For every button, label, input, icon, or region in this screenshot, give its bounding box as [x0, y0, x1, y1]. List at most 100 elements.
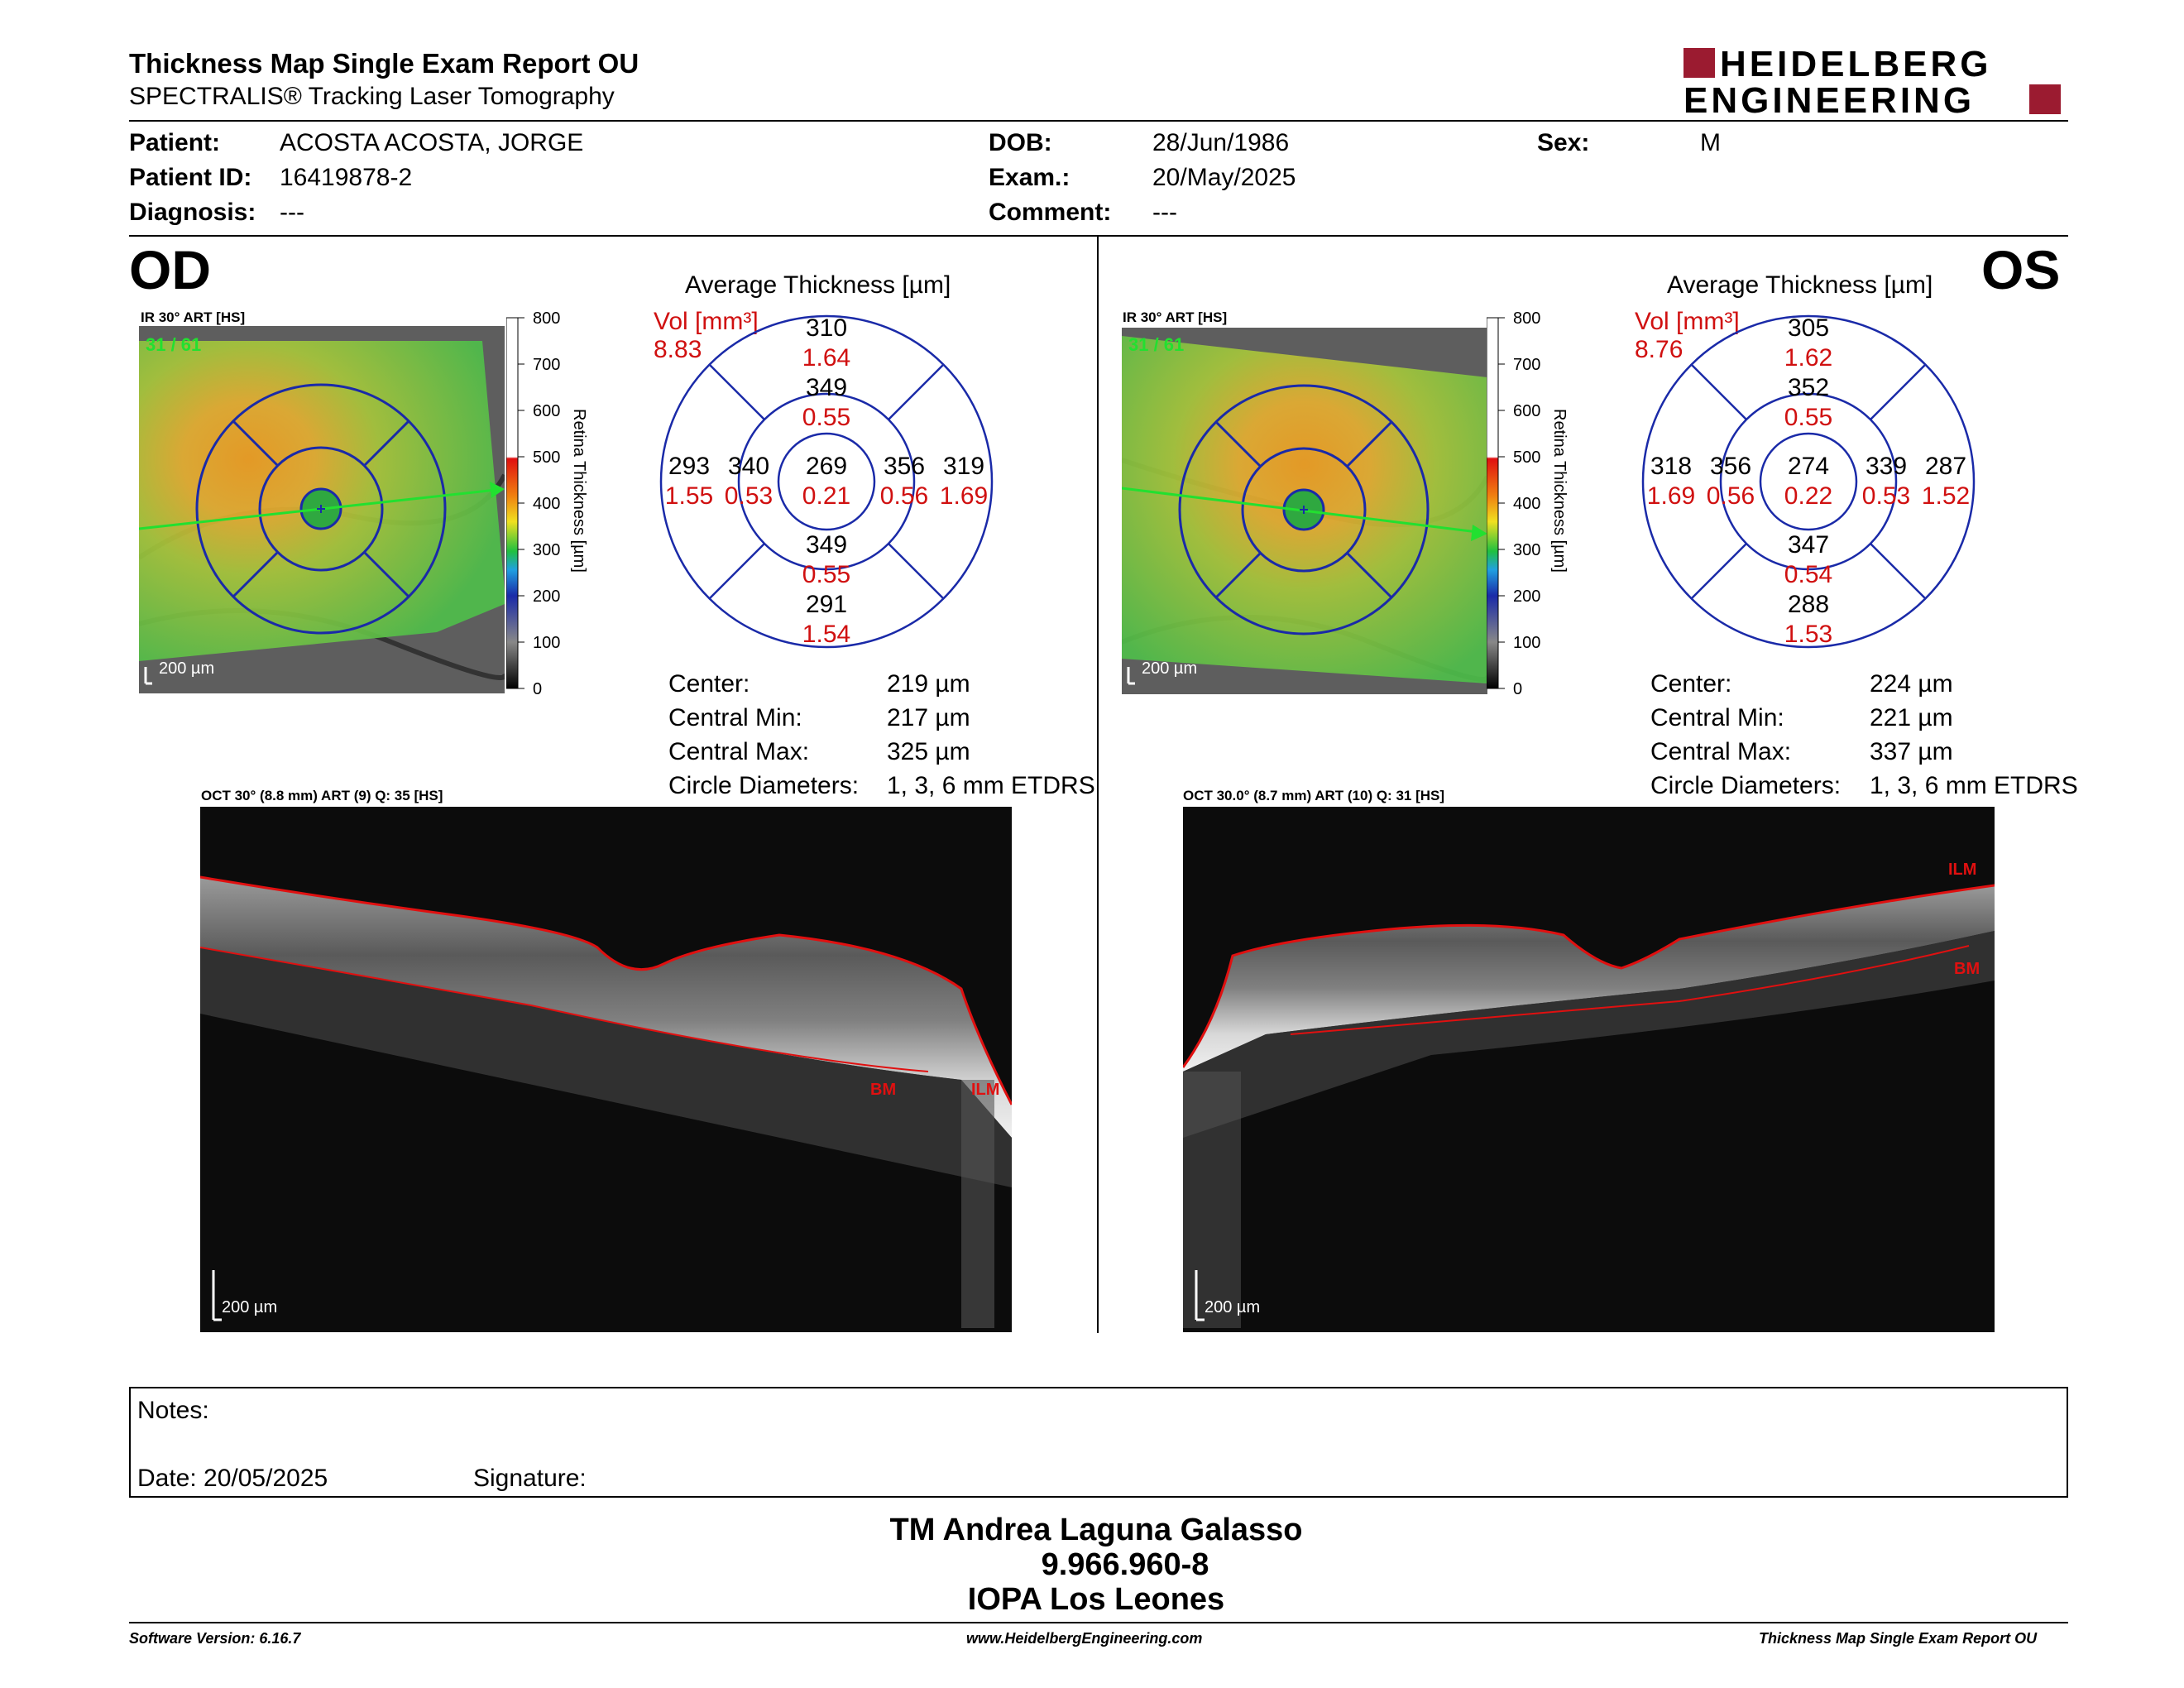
signature-name: TM Andrea Laguna Galasso: [889, 1513, 1303, 1547]
svg-text:500: 500: [1513, 448, 1540, 467]
svg-text:0.53: 0.53: [725, 482, 773, 510]
svg-text:291: 291: [806, 591, 847, 618]
od-ir-counter: 31 / 61: [146, 334, 201, 355]
svg-text:0.22: 0.22: [1784, 482, 1832, 510]
diagnosis-label: Diagnosis:: [129, 199, 256, 226]
signature-id: 9.966.960-8: [1041, 1547, 1209, 1582]
dob-value: 28/Jun/1986: [1152, 129, 1290, 156]
os-stat-center-label: Center:: [1650, 670, 1732, 698]
os-ir-counter: 31 / 61: [1128, 334, 1184, 355]
od-vol-value: 8.83: [654, 336, 702, 363]
report-title: Thickness Map Single Exam Report OU: [129, 48, 639, 79]
os-stat-max-label: Central Max:: [1650, 738, 1792, 765]
os-stat-diam-value: 1, 3, 6 mm ETDRS: [1870, 772, 2078, 799]
od-vol-label: Vol [mm³]: [654, 308, 759, 335]
svg-text:600: 600: [533, 402, 560, 420]
os-oct-scale: 200 µm: [1205, 1298, 1260, 1316]
svg-text:0.54: 0.54: [1784, 561, 1832, 588]
svg-text:340: 340: [728, 453, 769, 480]
od-stat-max-value: 325 µm: [887, 738, 970, 765]
svg-text:1.62: 1.62: [1784, 344, 1832, 372]
svg-text:318: 318: [1650, 453, 1692, 480]
svg-text:293: 293: [668, 453, 710, 480]
od-stat-diam-value: 1, 3, 6 mm ETDRS: [887, 772, 1095, 799]
sex-value: M: [1700, 129, 1721, 156]
od-stat-min-value: 217 µm: [887, 704, 970, 731]
logo-line2: ENGINEERING: [1684, 80, 1975, 117]
svg-text:300: 300: [533, 541, 560, 559]
od-etdrs-grid: 310 1.64 349 0.55 293 1.55 340 0.53 269 …: [659, 314, 994, 649]
svg-text:347: 347: [1788, 531, 1829, 559]
os-vol-label: Vol [mm³]: [1635, 308, 1740, 335]
exam-label: Exam.:: [989, 164, 1070, 191]
od-stat-max-label: Central Max:: [668, 738, 810, 765]
os-stat-max-value: 337 µm: [1870, 738, 1953, 765]
logo-line1: HEIDELBERG: [1720, 44, 1991, 84]
svg-text:339: 339: [1866, 453, 1907, 480]
od-thickness-map: 31 / 61 200 µm: [139, 326, 505, 693]
svg-text:1.69: 1.69: [1647, 482, 1695, 510]
svg-text:1.55: 1.55: [665, 482, 713, 510]
od-oct-bscan: BM ILM 200 µm: [200, 807, 1012, 1332]
os-avg-title: Average Thickness [µm]: [1667, 271, 1933, 299]
svg-text:700: 700: [1513, 356, 1540, 374]
comment-label: Comment:: [989, 199, 1112, 226]
svg-text:300: 300: [1513, 541, 1540, 559]
os-colorbar: 800 700 600 500 400 300 200 100 0 Retina…: [1487, 309, 1569, 698]
od-ilm-label: ILM: [971, 1081, 999, 1099]
notes-box[interactable]: Notes: Date: 20/05/2025 Signature:: [129, 1387, 2068, 1498]
sex-label: Sex:: [1537, 129, 1590, 156]
notes-label: Notes:: [137, 1397, 209, 1424]
od-stat-diam-label: Circle Diameters:: [668, 772, 860, 799]
svg-text:269: 269: [806, 453, 847, 480]
svg-text:1.54: 1.54: [802, 621, 850, 648]
os-map-scale: 200 µm: [1142, 659, 1197, 678]
svg-text:700: 700: [533, 356, 560, 374]
comment-value: ---: [1152, 199, 1177, 226]
svg-text:100: 100: [1513, 634, 1540, 652]
dob-label: DOB:: [989, 129, 1052, 156]
svg-text:349: 349: [806, 374, 847, 401]
svg-text:0.56: 0.56: [880, 482, 928, 510]
svg-text:400: 400: [533, 495, 560, 513]
diagnosis-value: ---: [280, 199, 304, 226]
svg-text:600: 600: [1513, 402, 1540, 420]
footer-software: Software Version: 6.16.7: [129, 1630, 301, 1647]
svg-text:1.53: 1.53: [1784, 621, 1832, 648]
svg-text:310: 310: [806, 314, 847, 342]
svg-text:0.56: 0.56: [1707, 482, 1755, 510]
svg-text:305: 305: [1788, 314, 1829, 342]
svg-text:0: 0: [1513, 680, 1522, 698]
footer-website[interactable]: www.HeidelbergEngineering.com: [966, 1630, 1203, 1647]
os-ilm-label: ILM: [1948, 861, 1976, 879]
od-oct-label: OCT 30° (8.8 mm) ART (9) Q: 35 [HS]: [201, 788, 443, 803]
heidelberg-logo: HEIDELBERG ENGINEERING: [1684, 44, 2061, 117]
os-etdrs-grid: 305 1.62 352 0.55 318 1.69 356 0.56 274 …: [1641, 314, 1976, 649]
os-thickness-map: 31 / 61 200 µm: [1122, 328, 1487, 694]
svg-text:0: 0: [533, 680, 542, 698]
os-stat-diam-label: Circle Diameters:: [1650, 772, 1842, 799]
os-vol-value: 8.76: [1635, 336, 1684, 363]
svg-text:0.55: 0.55: [1784, 404, 1832, 431]
od-stat-min-label: Central Min:: [668, 704, 802, 731]
svg-text:274: 274: [1788, 453, 1829, 480]
patient-name: ACOSTA ACOSTA, JORGE: [280, 129, 584, 156]
patient-id-label: Patient ID:: [129, 164, 252, 191]
svg-text:319: 319: [943, 453, 984, 480]
svg-text:356: 356: [884, 453, 925, 480]
svg-text:0.55: 0.55: [802, 404, 850, 431]
od-map-scale: 200 µm: [159, 659, 214, 678]
od-eye-label: OD: [129, 239, 211, 300]
svg-text:356: 356: [1710, 453, 1751, 480]
od-bm-label: BM: [870, 1081, 896, 1099]
od-stat-center-value: 219 µm: [887, 670, 970, 698]
svg-text:349: 349: [806, 531, 847, 559]
os-colorbar-title: Retina Thickness [µm]: [1550, 409, 1569, 573]
patient-label: Patient:: [129, 129, 221, 156]
os-stat-min-value: 221 µm: [1870, 704, 1953, 731]
signature-org: IOPA Los Leones: [967, 1582, 1225, 1617]
od-colorbar-title: Retina Thickness [µm]: [570, 409, 588, 573]
svg-text:800: 800: [1513, 309, 1540, 328]
svg-text:0.21: 0.21: [802, 482, 850, 510]
os-stat-center-value: 224 µm: [1870, 670, 1953, 698]
